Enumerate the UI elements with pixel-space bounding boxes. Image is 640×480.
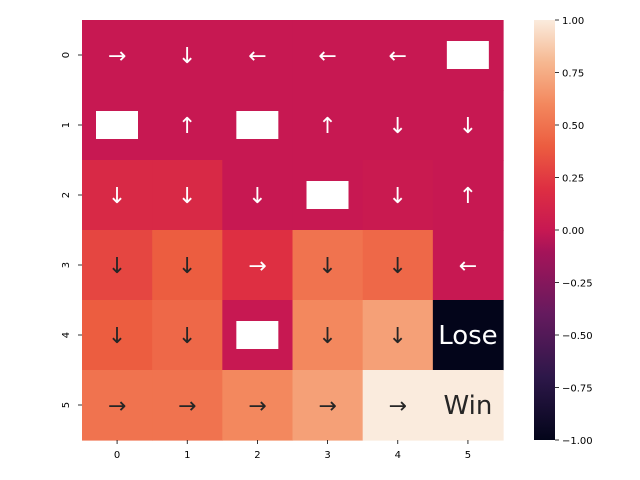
policy-arrow: ↓ [178, 324, 196, 349]
policy-arrow: ↓ [248, 184, 266, 209]
y-tick-label: 2 [61, 192, 72, 198]
policy-arrow: → [108, 44, 126, 69]
wall-block [236, 321, 279, 349]
policy-arrow: → [108, 394, 126, 419]
heatmap-cell-4-4 [362, 300, 434, 371]
heatmap-cell-1-1 [152, 90, 223, 161]
policy-arrow: ↑ [178, 114, 196, 139]
policy-arrow: ↓ [389, 184, 407, 209]
colorbar-tick-label: −1.00 [562, 436, 593, 447]
heatmap-cell-3-0 [82, 230, 153, 301]
policy-arrow: ↓ [389, 324, 407, 349]
heatmap-cell-0-3 [292, 20, 364, 91]
wall-block [306, 181, 349, 209]
policy-arrow: ← [248, 44, 266, 69]
heatmap-cell-5-0 [82, 370, 153, 441]
colorbar-tick-label: 0.00 [562, 226, 584, 237]
cell-annotations: → ↓ ← ← ← ↑ ↑ ↓ ↓ ↓ ↓ ↓ ↓ ↑ ↓ ↓ → ↓ ↓ ← ↓ ↓ ↓ ↓ Lose → → → → → Win [96, 41, 498, 421]
heatmap-cell-0-0 [82, 20, 153, 91]
heatmap-cell-5-1 [152, 370, 223, 441]
heatmap-cell-5-3 [292, 370, 364, 441]
heatmap-cell-3-5 [432, 230, 504, 301]
heatmap-cell-2-0 [82, 160, 153, 231]
heatmap-cell-0-2 [222, 20, 294, 91]
heatmap-cell-5-5 [432, 370, 504, 441]
heatmap-cells [82, 20, 504, 441]
y-axis: 0 1 2 3 4 5 [61, 52, 82, 408]
policy-arrow: ← [389, 44, 407, 69]
policy-arrow: ↓ [178, 254, 196, 279]
policy-arrow: ↓ [318, 254, 336, 279]
y-tick-label: 1 [61, 122, 72, 128]
colorbar-tick-label: 1.00 [562, 16, 584, 27]
x-tick-label: 4 [395, 450, 401, 461]
policy-arrow: ← [459, 254, 477, 279]
colorbar-tick-label: 0.75 [562, 69, 584, 80]
heatmap-cell-0-1 [152, 20, 223, 91]
y-tick-label: 5 [61, 402, 72, 408]
heatmap-cell-1-5 [432, 90, 504, 161]
wall-block [96, 111, 138, 139]
heatmap-cell-3-1 [152, 230, 223, 301]
y-tick-label: 4 [61, 332, 72, 338]
policy-arrow: → [389, 394, 407, 419]
cell-label-win: Win [444, 391, 493, 421]
colorbar-tick-label: 0.25 [562, 174, 584, 185]
policy-arrow: ↓ [389, 114, 407, 139]
policy-arrow: ↓ [108, 324, 126, 349]
policy-arrow: ↓ [459, 114, 477, 139]
heatmap-cell-4-3 [292, 300, 364, 371]
policy-arrow: ↓ [318, 324, 336, 349]
colorbar: 1.00 0.75 0.50 0.25 0.00 −0.25 −0.50 −0.75 −1.00 [534, 16, 593, 447]
colorbar-gradient [534, 20, 555, 440]
heatmap-cell-4-1 [152, 300, 223, 371]
cell-label-lose: Lose [438, 321, 497, 351]
heatmap-cell-0-4 [362, 20, 434, 91]
colorbar-tick-label: 0.50 [562, 121, 584, 132]
policy-arrow: ↑ [459, 184, 477, 209]
policy-arrow: ↑ [318, 114, 336, 139]
policy-arrow: → [178, 394, 196, 419]
heatmap-cell-3-2 [222, 230, 294, 301]
colorbar-tick-label: −0.25 [562, 279, 593, 290]
heatmap-cell-5-2 [222, 370, 294, 441]
wall-block [236, 111, 279, 139]
x-tick-label: 0 [114, 450, 120, 461]
heatmap-cell-2-4 [362, 160, 434, 231]
x-tick-label: 1 [184, 450, 190, 461]
heatmap-cell-1-4 [362, 90, 434, 161]
policy-arrow: ← [318, 44, 336, 69]
policy-arrow: ↓ [178, 184, 196, 209]
wall-block [446, 41, 489, 69]
heatmap-cell-3-3 [292, 230, 364, 301]
policy-arrow: → [248, 254, 266, 279]
policy-arrow: ↓ [108, 184, 126, 209]
heatmap-cell-2-5 [432, 160, 504, 231]
y-tick-label: 0 [61, 52, 72, 58]
policy-arrow: ↓ [389, 254, 407, 279]
heatmap-cell-1-3 [292, 90, 364, 161]
x-axis: 0 1 2 3 4 5 [114, 440, 471, 461]
colorbar-tick-label: −0.50 [562, 331, 593, 342]
policy-arrow: ↓ [178, 44, 196, 69]
heatmap-cell-4-0 [82, 300, 153, 371]
heatmap-cell-4-5 [432, 300, 504, 371]
x-tick-label: 2 [254, 450, 260, 461]
heatmap-cell-5-4 [362, 370, 434, 441]
policy-arrow: ↓ [108, 254, 126, 279]
x-tick-label: 5 [465, 450, 471, 461]
heatmap-cell-2-1 [152, 160, 223, 231]
heatmap-cell-3-4 [362, 230, 434, 301]
policy-arrow: → [318, 394, 336, 419]
x-tick-label: 3 [324, 450, 330, 461]
colorbar-tick-label: −0.75 [562, 384, 593, 395]
y-tick-label: 3 [61, 262, 72, 268]
heatmap-cell-2-2 [222, 160, 294, 231]
policy-arrow: → [248, 394, 266, 419]
